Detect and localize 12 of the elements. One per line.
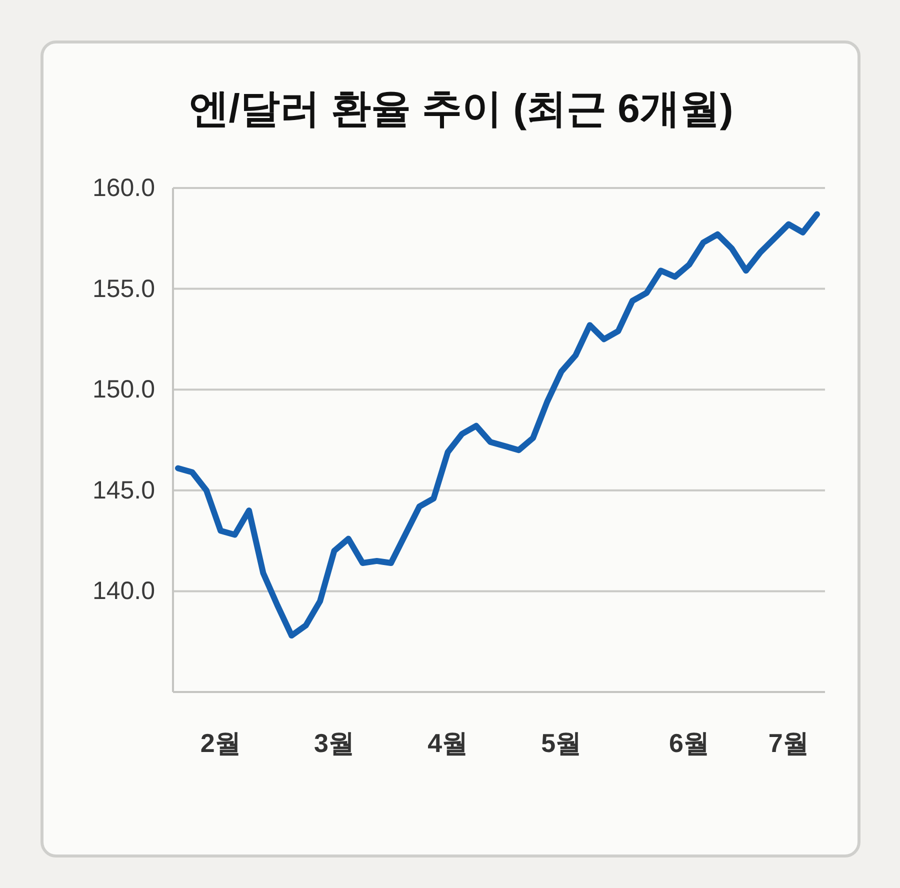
title: 엔/달러 환율 추이 (최근 6개월) [188,87,734,131]
xtick-label: 4월 [428,728,468,758]
ytick-label: 140.0 [92,577,155,606]
xtick-label: 5월 [541,728,582,758]
ytick-label: 150.0 [92,376,155,404]
xtick-label: 7월 [768,728,809,758]
xtick-label: 6월 [668,728,710,758]
xtick-label: 2월 [200,728,241,758]
ytick-label: 160.0 [92,174,155,202]
ytick-label: 155.0 [92,274,155,303]
xtick-label: 3월 [314,728,354,758]
ytick-label: 145.0 [92,476,155,504]
